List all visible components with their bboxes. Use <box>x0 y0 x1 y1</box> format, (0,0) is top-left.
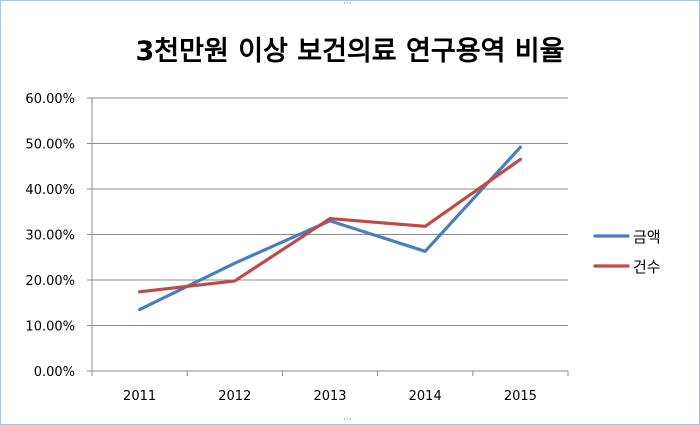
data-point <box>139 309 141 311</box>
plot-series <box>138 145 523 312</box>
resize-handle-top[interactable]: ⋯ <box>343 0 352 9</box>
x-tick-label: 2012 <box>218 389 251 404</box>
x-tick-label: 2011 <box>123 389 156 404</box>
x-tick-label: 2014 <box>409 389 442 404</box>
data-point <box>424 250 426 252</box>
data-point <box>139 291 141 293</box>
y-tick-label: 20.00% <box>25 274 75 289</box>
x-axis: 2011 2012 2013 2014 2015 <box>91 370 569 404</box>
x-tick-label: 2013 <box>313 389 346 404</box>
legend-label: 금액 <box>633 228 661 246</box>
y-tick-label: 30.00% <box>25 229 75 244</box>
data-point <box>519 158 521 160</box>
data-point <box>519 146 521 148</box>
legend-label: 건수 <box>633 258 661 276</box>
y-tick-label: 60.00% <box>25 92 75 107</box>
data-point <box>234 280 236 282</box>
y-tick-label: 50.00% <box>25 138 75 153</box>
chart-title: 3천만원 이상 보건의료 연구용역 비율 <box>136 36 565 67</box>
series-line-2 <box>138 157 523 294</box>
y-tick-label: 10.00% <box>25 320 75 335</box>
resize-handle-bottom[interactable]: ⋯ <box>343 415 352 425</box>
y-tick-label: 0.00% <box>34 365 75 380</box>
x-tick-label: 2015 <box>504 389 537 404</box>
data-point <box>424 225 426 227</box>
gridlines <box>92 97 568 326</box>
data-point <box>329 218 331 220</box>
data-point <box>234 262 236 264</box>
y-axis: 0.00% 10.00% 20.00% 30.00% 40.00% 50.00% 60.00… <box>25 92 93 380</box>
y-tick-label: 40.00% <box>25 183 75 198</box>
